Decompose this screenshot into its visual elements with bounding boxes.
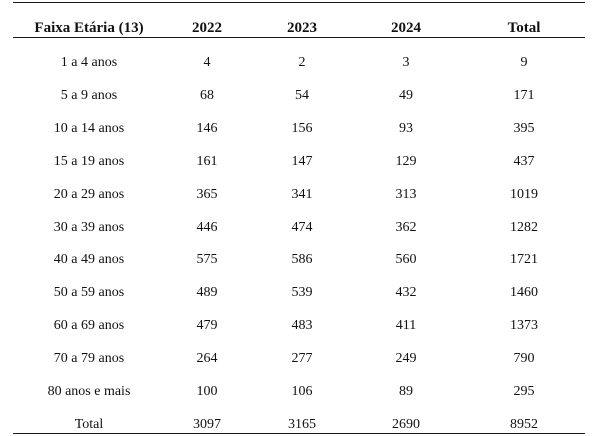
table-row: 15 a 19 anos 161 147 129 437 (13, 152, 585, 172)
table-top-rule (13, 2, 585, 4)
cell-2023: 147 (291, 154, 313, 169)
cell-total: 1019 (510, 187, 538, 202)
cell-age-group: 50 a 59 anos (53, 285, 125, 300)
cell-total: 790 (513, 351, 535, 366)
cell-2023: 277 (291, 351, 313, 366)
cell-2022: 68 (200, 88, 214, 103)
cell-2022: 264 (196, 351, 218, 366)
cell-2024: 3 (402, 55, 410, 70)
cell-2023: 474 (291, 220, 313, 235)
cell-age-group: 10 a 14 anos (53, 121, 125, 136)
cell-2022: 161 (196, 154, 218, 169)
cell-2024: 89 (399, 384, 413, 399)
cell-age-group: 80 anos e mais (47, 384, 131, 399)
cell-2022: 3097 (193, 417, 221, 432)
cell-total: 437 (513, 154, 535, 169)
cell-total: 1721 (510, 252, 538, 267)
cell-2023: 2 (298, 55, 306, 70)
table-row: 1 a 4 anos 4 2 3 9 (13, 53, 585, 73)
cell-2022: 365 (196, 187, 218, 202)
cell-2023: 54 (295, 88, 309, 103)
cell-age-group: 30 a 39 anos (53, 220, 125, 235)
cell-age-group: 1 a 4 anos (60, 55, 118, 70)
cell-2024: 49 (399, 88, 413, 103)
header-total: Total (507, 20, 541, 36)
table-row: 50 a 59 anos 489 539 432 1460 (13, 283, 585, 303)
table-row: 80 anos e mais 100 106 89 295 (13, 382, 585, 402)
cell-2024: 560 (395, 252, 417, 267)
cell-2024: 2690 (392, 417, 420, 432)
cell-age-group: 5 a 9 anos (60, 88, 118, 103)
cell-2023: 156 (291, 121, 313, 136)
cell-2024: 249 (395, 351, 417, 366)
cell-2024: 93 (399, 121, 413, 136)
cell-2024: 129 (395, 154, 417, 169)
cell-2022: 100 (196, 384, 218, 399)
header-2023: 2023 (287, 20, 317, 36)
table-bottom-rule (13, 433, 585, 435)
cell-age-group: 70 a 79 anos (53, 351, 125, 366)
table-row: 60 a 69 anos 479 483 411 1373 (13, 316, 585, 336)
table-header-rule (13, 37, 585, 39)
cell-total: 1460 (510, 285, 538, 300)
table-row: 40 a 49 anos 575 586 560 1721 (13, 250, 585, 270)
table-row: 70 a 79 anos 264 277 249 790 (13, 349, 585, 369)
cell-total: 295 (513, 384, 535, 399)
cell-2023: 539 (291, 285, 313, 300)
cell-age-group: 20 a 29 anos (53, 187, 125, 202)
cell-2023: 341 (291, 187, 313, 202)
cell-total: 1282 (510, 220, 538, 235)
cell-2023: 3165 (288, 417, 316, 432)
table-header-row: Faixa Etária (13) 2022 2023 2024 Total (13, 18, 585, 38)
cell-2024: 432 (395, 285, 417, 300)
cell-2022: 446 (196, 220, 218, 235)
cell-total-label: Total (74, 417, 104, 432)
header-2022: 2022 (192, 20, 222, 36)
cell-2022: 489 (196, 285, 218, 300)
header-2024: 2024 (391, 20, 421, 36)
cell-2023: 586 (291, 252, 313, 267)
cell-total: 1373 (510, 318, 538, 333)
table-total-row: Total 3097 3165 2690 8952 (13, 415, 585, 435)
cell-total: 9 (520, 55, 528, 70)
cell-2024: 313 (395, 187, 417, 202)
table-row: 5 a 9 anos 68 54 49 171 (13, 86, 585, 106)
cell-total: 171 (513, 88, 535, 103)
cell-2022: 575 (196, 252, 218, 267)
cell-2024: 411 (395, 318, 417, 333)
cell-age-group: 40 a 49 anos (53, 252, 125, 267)
cell-total: 8952 (510, 417, 538, 432)
table-row: 30 a 39 anos 446 474 362 1282 (13, 218, 585, 238)
cell-2024: 362 (395, 220, 417, 235)
cell-2022: 479 (196, 318, 218, 333)
cell-age-group: 60 a 69 anos (53, 318, 125, 333)
cell-2023: 483 (291, 318, 313, 333)
table-row: 10 a 14 anos 146 156 93 395 (13, 119, 585, 139)
cell-2022: 146 (196, 121, 218, 136)
cell-2023: 106 (291, 384, 313, 399)
table-row: 20 a 29 anos 365 341 313 1019 (13, 185, 585, 205)
cell-total: 395 (513, 121, 535, 136)
cell-age-group: 15 a 19 anos (53, 154, 125, 169)
header-age-group: Faixa Etária (13) (34, 20, 144, 36)
cell-2022: 4 (203, 55, 211, 70)
